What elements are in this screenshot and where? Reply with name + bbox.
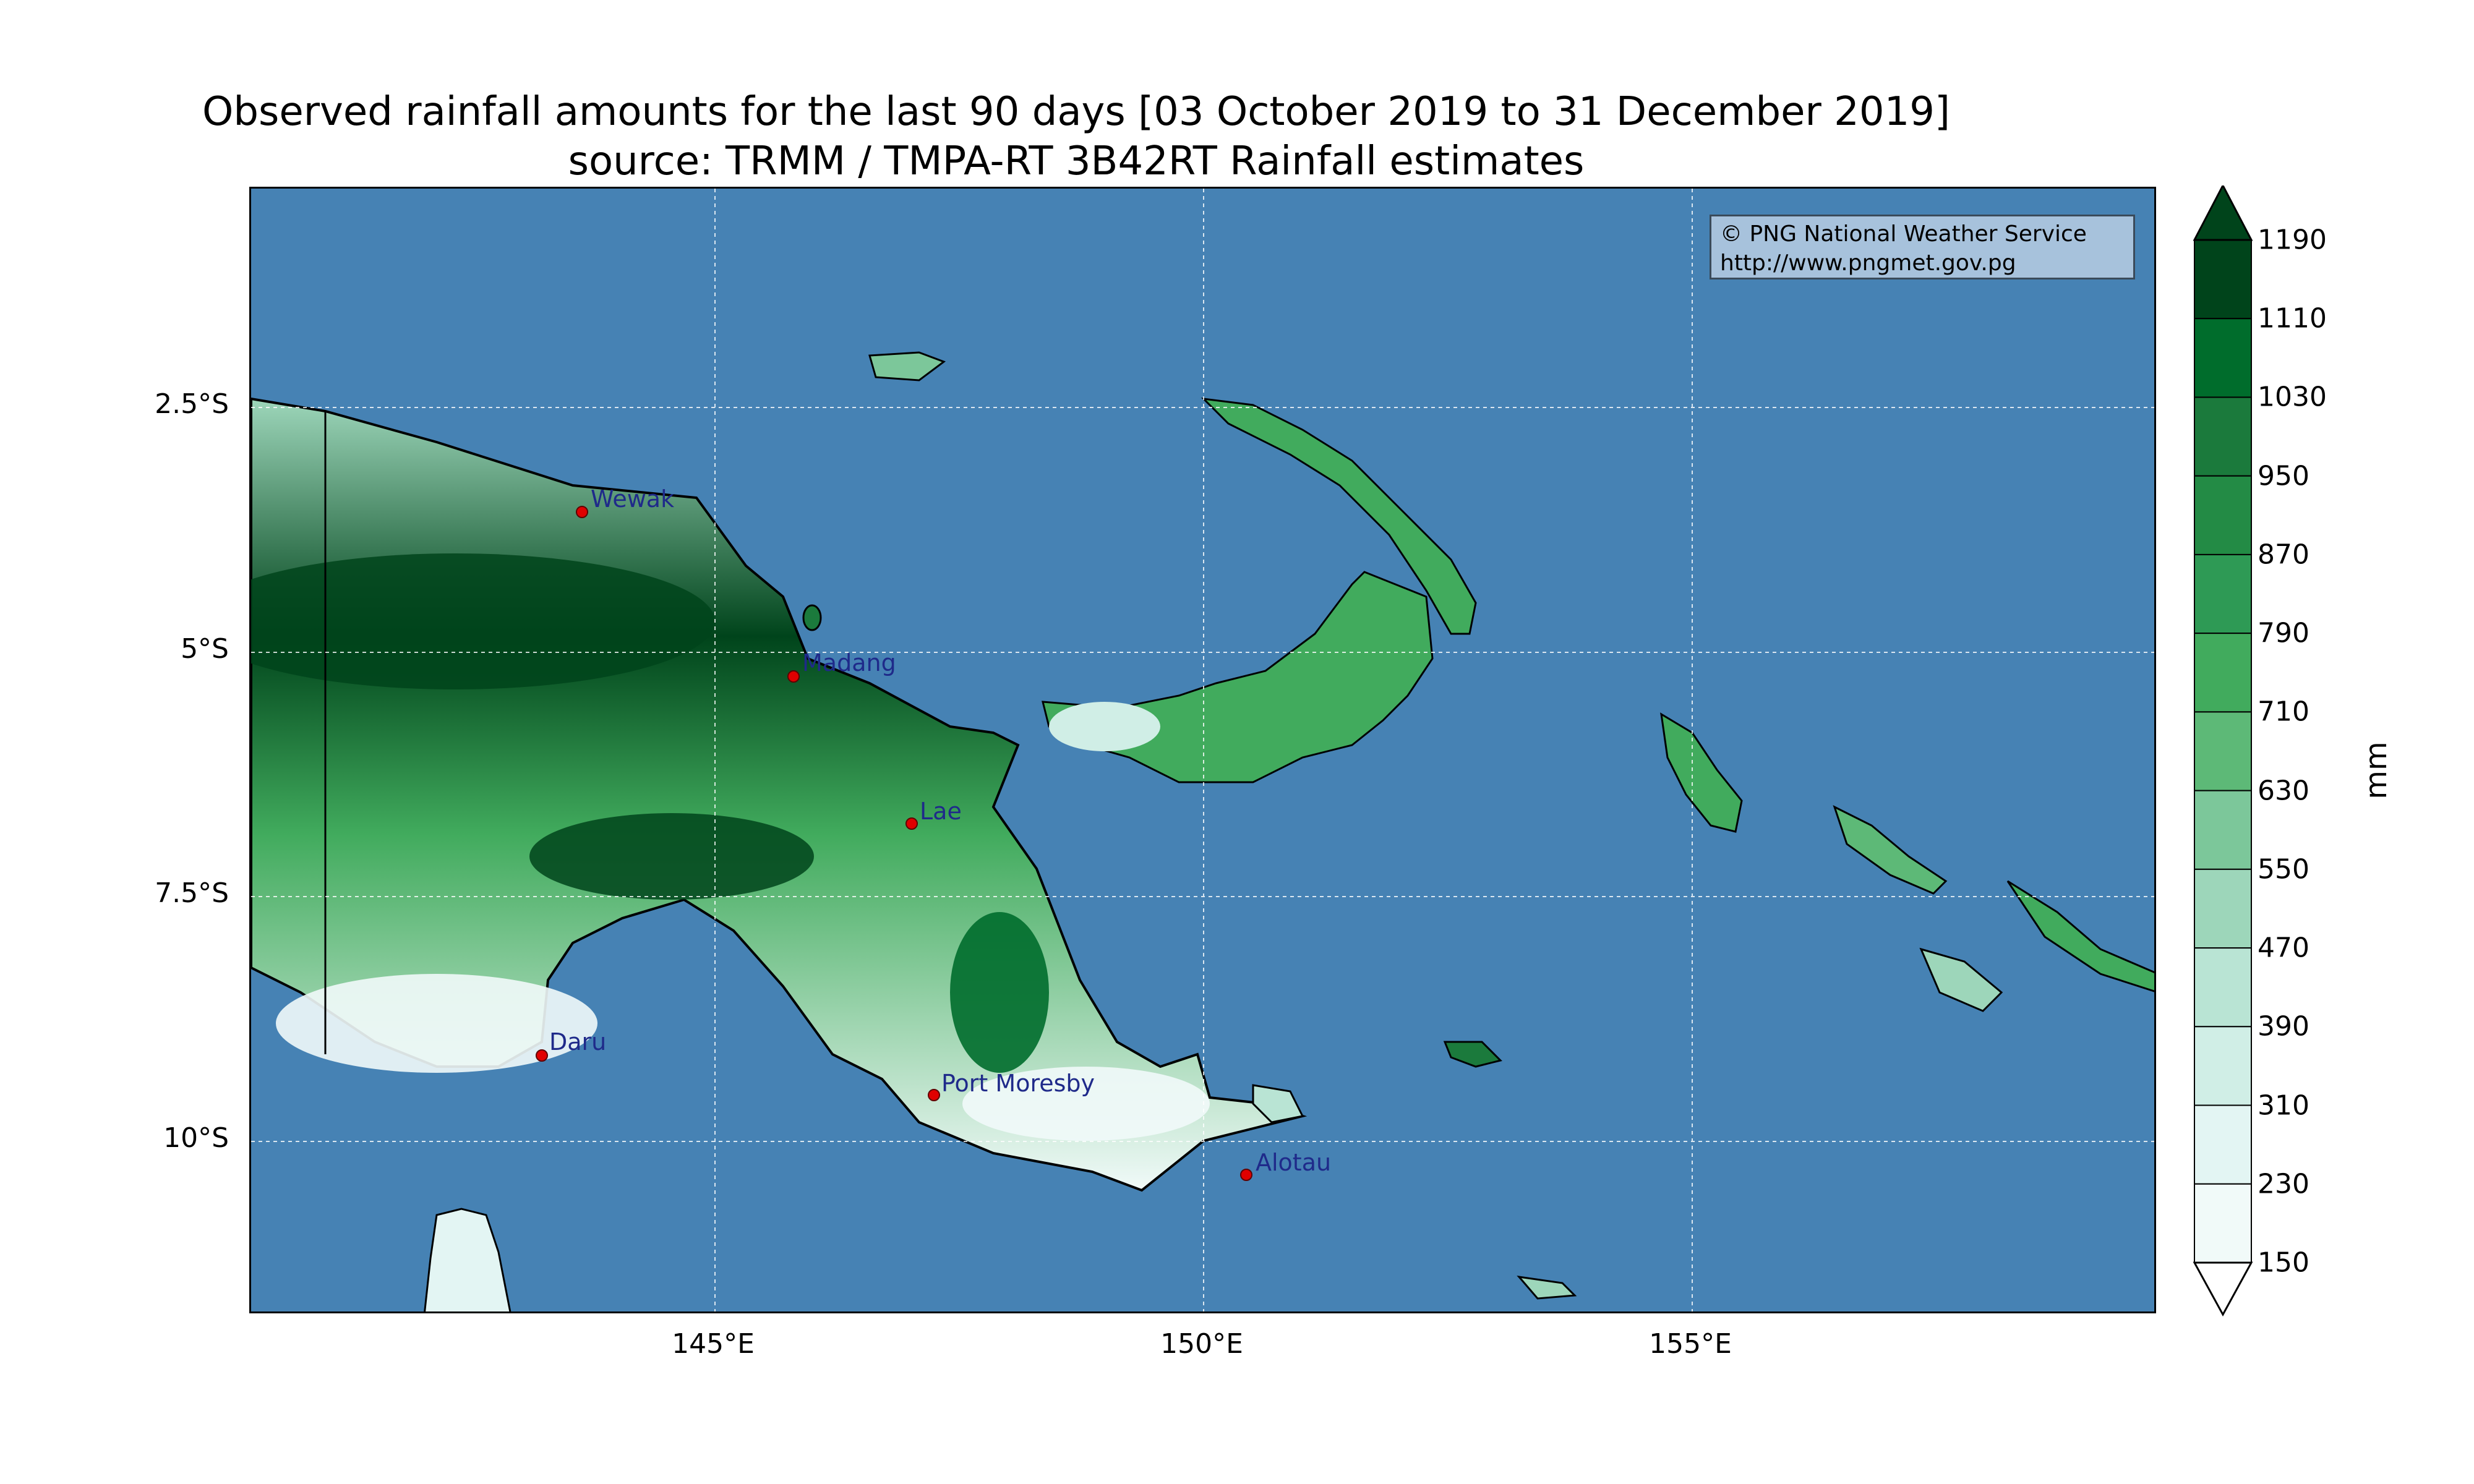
dentrecasteaux-landmass bbox=[1252, 1084, 1304, 1124]
city-markers bbox=[536, 506, 1252, 1181]
city-label-wewak: Wewak bbox=[591, 485, 675, 513]
colorbar-segments bbox=[2194, 239, 2252, 1264]
colorbar-segment bbox=[2194, 633, 2252, 713]
colorbar-segment bbox=[2194, 947, 2252, 1028]
new-ireland-landmass bbox=[1201, 397, 1477, 635]
new-britain-west-dry bbox=[1049, 702, 1160, 751]
colorbar-level-label: 1190 bbox=[2258, 224, 2327, 256]
manus-landmass bbox=[868, 351, 946, 382]
map-canvas bbox=[251, 189, 2154, 1311]
city-label-daru: Daru bbox=[549, 1028, 607, 1055]
city-label-lae: Lae bbox=[920, 798, 962, 825]
gridlines bbox=[251, 189, 2154, 1311]
colorbar-level-label: 790 bbox=[2258, 617, 2309, 649]
rain-core-central bbox=[529, 813, 814, 900]
colorbar-level-label: 1030 bbox=[2258, 381, 2327, 413]
y-tick-label: 7.5°S bbox=[155, 877, 229, 909]
colorbar-level-label: 630 bbox=[2258, 775, 2309, 807]
dry-papuan-coast bbox=[962, 1067, 1210, 1141]
city-dot-daru bbox=[536, 1049, 548, 1062]
colorbar-segment bbox=[2194, 1183, 2252, 1264]
colorbar-segment bbox=[2194, 868, 2252, 949]
colorbar-level-label: 550 bbox=[2258, 853, 2309, 885]
colorbar-extend-low bbox=[2193, 1261, 2253, 1317]
colorbar-segment bbox=[2194, 1026, 2252, 1106]
y-tick-label: 2.5°S bbox=[155, 388, 229, 420]
colorbar-level-label: 470 bbox=[2258, 932, 2309, 964]
x-tick-label: 150°E bbox=[1160, 1328, 1243, 1360]
rainfall-map bbox=[249, 187, 2156, 1313]
colorbar bbox=[2193, 186, 2253, 1317]
rain-core-north bbox=[251, 553, 715, 689]
rossel-landmass bbox=[1517, 1275, 1577, 1300]
colorbar-level-label: 230 bbox=[2258, 1168, 2309, 1200]
city-dot-madang bbox=[787, 670, 800, 683]
colorbar-segment bbox=[2194, 318, 2252, 398]
city-dot-lae bbox=[905, 817, 918, 830]
credit-line-1: © PNG National Weather Service bbox=[1720, 221, 2087, 247]
cape-york-landmass bbox=[424, 1208, 511, 1311]
map-title: Observed rainfall amounts for the last 9… bbox=[202, 89, 1950, 135]
colorbar-level-label: 310 bbox=[2258, 1090, 2309, 1122]
dry-south-coast bbox=[276, 974, 597, 1073]
colorbar-unit: mm bbox=[2358, 741, 2394, 800]
woodlark-landmass bbox=[1443, 1041, 1502, 1068]
colorbar-level-label: 950 bbox=[2258, 460, 2309, 492]
y-tick-label: 5°S bbox=[181, 633, 229, 665]
city-dot-alotau bbox=[1240, 1169, 1252, 1181]
bougainville-landmass bbox=[1660, 712, 1743, 833]
city-dot-port-moresby bbox=[928, 1089, 940, 1101]
solomons-landmass bbox=[1833, 805, 1948, 895]
guadalcanal-landmass bbox=[1919, 947, 2003, 1012]
colorbar-extend-high bbox=[2193, 186, 2253, 241]
city-dot-wewak bbox=[576, 506, 588, 518]
colorbar-level-label: 710 bbox=[2258, 696, 2309, 728]
credit-line-2: http://www.pngmet.gov.pg bbox=[1720, 250, 2016, 276]
city-label-alotau: Alotau bbox=[1256, 1149, 1332, 1176]
rain-core-east bbox=[950, 912, 1049, 1073]
malaita-landmass bbox=[2006, 880, 2154, 992]
credit-box: © PNG National Weather Service http://ww… bbox=[1710, 215, 2135, 279]
colorbar-segment bbox=[2194, 239, 2252, 320]
colorbar-segment bbox=[2194, 1104, 2252, 1185]
colorbar-level-label: 1110 bbox=[2258, 302, 2327, 335]
colorbar-segment bbox=[2194, 396, 2252, 477]
colorbar-segment bbox=[2194, 711, 2252, 791]
x-tick-label: 145°E bbox=[672, 1328, 755, 1360]
x-tick-label: 155°E bbox=[1649, 1328, 1732, 1360]
colorbar-segment bbox=[2194, 790, 2252, 870]
colorbar-segment bbox=[2194, 475, 2252, 555]
colorbar-level-label: 870 bbox=[2258, 539, 2309, 571]
city-label-port-moresby: Port Moresby bbox=[941, 1070, 1095, 1097]
y-tick-label: 10°S bbox=[163, 1122, 229, 1154]
map-subtitle: source: TRMM / TMPA-RT 3B42RT Rainfall e… bbox=[568, 139, 1585, 184]
karkar-landmass bbox=[802, 604, 822, 631]
city-label-madang: Madang bbox=[802, 649, 896, 676]
colorbar-segment bbox=[2194, 553, 2252, 634]
colorbar-level-label: 390 bbox=[2258, 1010, 2309, 1043]
colorbar-level-label: 150 bbox=[2258, 1247, 2309, 1279]
